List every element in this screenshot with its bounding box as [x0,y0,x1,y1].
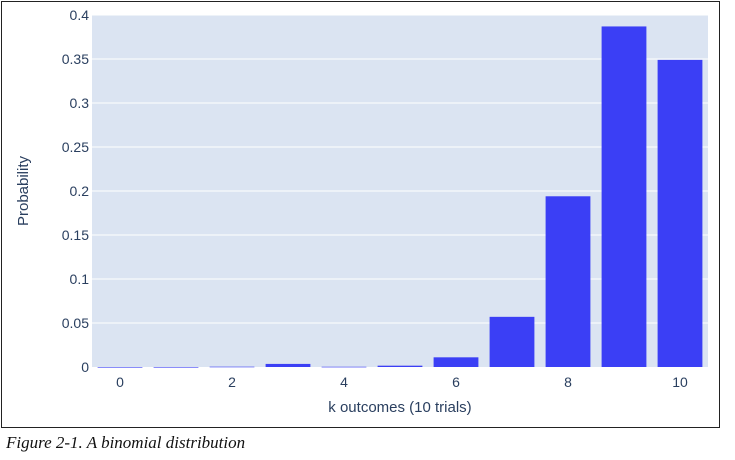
y-tick-label: 0 [81,359,89,375]
bar-k-6 [433,357,479,367]
x-axis-title: k outcomes (10 trials) [328,399,471,416]
bar-k-1 [153,366,199,368]
y-tick-label: 0.25 [62,139,89,155]
y-tick-label: 0.1 [70,271,90,287]
bar-k-8 [545,196,591,367]
y-tick-label: 0.35 [62,51,89,67]
x-tick-label: 10 [672,374,688,390]
figure-frame: 0 0.05 0.1 0.15 0.2 0.25 0.3 0.35 0.4 0 2 4 6 8 10 k … [1,1,720,428]
binomial-bar-chart: 0 0.05 0.1 0.15 0.2 0.25 0.3 0.35 0.4 0 2 4 6 8 10 k … [15,7,708,416]
bars-group [97,26,703,368]
y-tick-label: 0.4 [70,7,90,23]
bar-k-2 [209,366,255,368]
figure-caption: Figure 2-1. A binomial distribution [6,433,246,452]
bar-k-0 [97,366,143,368]
x-tick-labels: 0 2 4 6 8 10 [116,374,688,390]
bar-k-3 [265,363,311,367]
y-tick-label: 0.05 [62,315,89,331]
bar-k-9 [601,26,647,367]
bar-k-5 [377,365,423,367]
y-tick-label: 0.15 [62,227,89,243]
y-axis-title: Probability [15,155,32,226]
bar-k-4 [321,366,367,368]
bar-k-10 [657,59,703,367]
x-tick-label: 0 [116,374,124,390]
x-tick-label: 8 [564,374,572,390]
x-tick-label: 6 [452,374,460,390]
bar-k-7 [489,316,535,367]
y-tick-labels: 0 0.05 0.1 0.15 0.2 0.25 0.3 0.35 0.4 [62,7,89,375]
y-tick-label: 0.2 [70,183,90,199]
x-tick-label: 4 [340,374,348,390]
y-tick-label: 0.3 [70,95,90,111]
x-tick-label: 2 [228,374,236,390]
